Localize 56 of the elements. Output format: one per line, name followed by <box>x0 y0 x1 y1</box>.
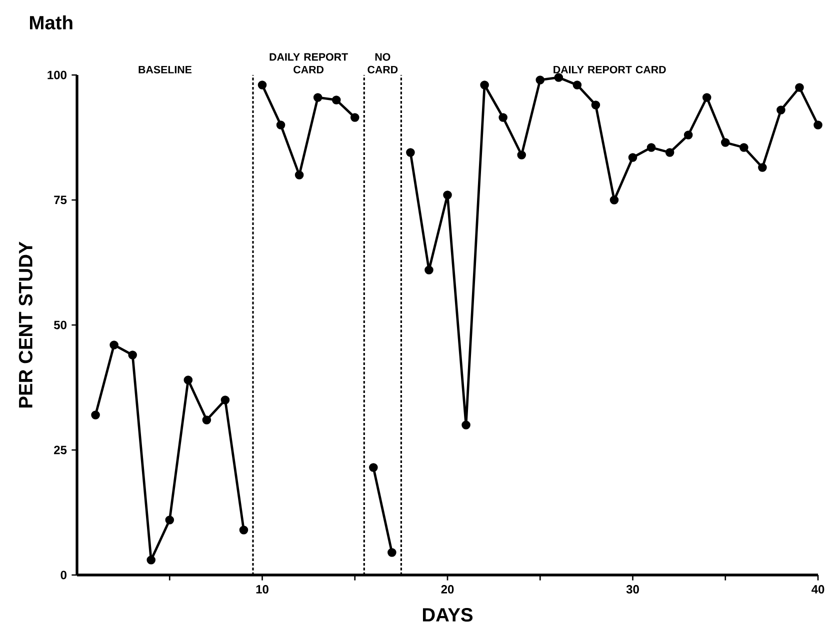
point <box>184 376 193 384</box>
point <box>646 143 656 152</box>
y-tick-label: 25 <box>54 446 67 454</box>
point <box>369 463 378 472</box>
point <box>795 83 804 92</box>
text: DAILY REPORT CARD <box>270 53 348 74</box>
point <box>554 73 564 82</box>
point <box>294 170 304 180</box>
point <box>462 420 470 430</box>
point <box>258 80 267 90</box>
point <box>146 556 156 564</box>
point <box>110 340 118 350</box>
text: BASELINE <box>138 66 192 74</box>
point <box>202 416 212 424</box>
point <box>498 113 508 122</box>
y-tick-label: 100 <box>48 70 66 80</box>
y-tick-label: 75 <box>54 196 67 204</box>
x-tick-label: 30 <box>626 585 639 594</box>
point <box>239 526 248 534</box>
point <box>406 148 415 157</box>
point <box>388 548 396 557</box>
point <box>517 150 526 160</box>
text: NO CARD <box>368 53 398 74</box>
point <box>814 120 822 130</box>
point <box>91 410 100 420</box>
y-axis-title: PER CENT STUDY <box>18 242 32 408</box>
point <box>480 80 489 90</box>
point <box>591 100 600 110</box>
point <box>443 190 452 200</box>
point <box>628 153 638 162</box>
point <box>276 120 286 130</box>
point <box>665 148 674 157</box>
point <box>684 130 693 140</box>
x-tick-label: 20 <box>441 585 454 594</box>
point <box>332 96 341 104</box>
point <box>702 93 712 102</box>
y-tick-label: 0 <box>60 570 66 580</box>
x-tick-label: 10 <box>256 585 268 594</box>
y-tick-label: 50 <box>54 320 66 330</box>
text: DAILY REPORT CARD <box>554 66 666 74</box>
point <box>424 266 434 274</box>
point <box>776 106 786 114</box>
x-axis-title: DAYS <box>422 608 473 622</box>
point <box>536 76 545 84</box>
x-tick-label: 40 <box>812 585 824 594</box>
point <box>350 113 360 122</box>
point <box>720 138 730 147</box>
point <box>610 196 619 204</box>
point <box>313 93 322 102</box>
point <box>758 163 767 172</box>
point <box>740 143 748 152</box>
point <box>572 80 582 90</box>
point <box>165 516 174 524</box>
point <box>128 350 137 360</box>
chart-title: Math <box>30 15 72 30</box>
point <box>220 396 230 404</box>
